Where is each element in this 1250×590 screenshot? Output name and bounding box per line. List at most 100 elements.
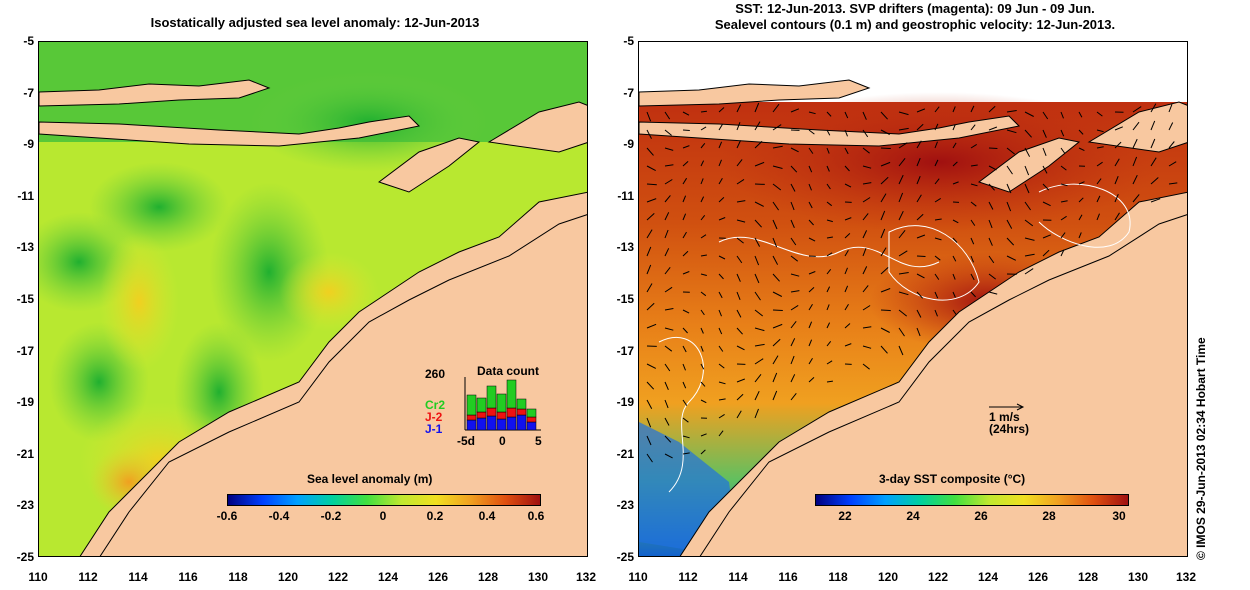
velocity-arrow xyxy=(790,255,799,262)
histogram-bar xyxy=(486,407,497,417)
velocity-arrow xyxy=(916,234,926,239)
velocity-arrow xyxy=(646,129,652,139)
left-y-tick: -25 xyxy=(16,550,34,564)
velocity-arrow xyxy=(916,140,922,149)
velocity-arrow xyxy=(826,201,833,207)
velocity-arrow xyxy=(970,183,978,187)
velocity-arrow xyxy=(772,219,778,230)
velocity-arrow xyxy=(1024,201,1032,211)
velocity-arrow xyxy=(646,417,652,428)
left-y-tick: -23 xyxy=(16,498,34,512)
velocity-arrow xyxy=(1024,165,1030,176)
left-x-tick: 118 xyxy=(228,570,248,584)
velocity-arrow xyxy=(1096,146,1104,149)
velocity-arrow xyxy=(682,435,690,439)
velocity-arrow xyxy=(1024,111,1034,117)
right-x-tick: 112 xyxy=(678,570,698,584)
histogram-bar xyxy=(516,398,527,410)
velocity-arrow xyxy=(646,453,653,463)
velocity-arrow xyxy=(736,122,741,131)
velocity-arrow xyxy=(1042,234,1051,239)
sla-tick-1: -0.6 xyxy=(216,509,238,523)
histogram-bar xyxy=(516,414,527,431)
velocity-arrow xyxy=(682,145,690,149)
velocity-arrow xyxy=(790,355,795,365)
left-x-tick: 116 xyxy=(178,570,198,584)
velocity-arrow xyxy=(934,159,939,167)
left-y-tick: -17 xyxy=(16,344,34,358)
velocity-arrow xyxy=(664,345,673,352)
velocity-arrow xyxy=(988,183,995,191)
velocity-arrow xyxy=(664,164,674,167)
velocity-arrow xyxy=(754,408,759,419)
velocity-arrow xyxy=(880,210,886,221)
velocity-arrow xyxy=(826,286,831,293)
velocity-arrow xyxy=(826,111,832,117)
velocity-arrow xyxy=(808,165,813,173)
velocity-arrow xyxy=(826,219,833,223)
velocity-arrow xyxy=(880,267,889,275)
velocity-arrow xyxy=(844,267,848,275)
velocity-arrow xyxy=(682,161,689,167)
velocity-arrow xyxy=(862,197,871,203)
velocity-arrow xyxy=(736,104,742,113)
velocity-arrow xyxy=(700,363,705,370)
velocity-arrow xyxy=(880,247,887,257)
sla-tick-2: -0.4 xyxy=(268,509,290,523)
sst-field xyxy=(639,42,1187,556)
velocity-arrow xyxy=(682,177,688,185)
velocity-arrow xyxy=(754,237,761,247)
velocity-arrow xyxy=(808,129,815,135)
velocity-arrow xyxy=(1132,174,1138,185)
velocity-arrow xyxy=(970,201,977,207)
sla-tick-3: -0.2 xyxy=(320,509,342,523)
velocity-arrow xyxy=(1060,183,1068,187)
velocity-scale-arrow xyxy=(989,403,1025,411)
velocity-arrow xyxy=(736,273,741,282)
velocity-arrow xyxy=(916,255,926,257)
velocity-arrow xyxy=(1006,183,1012,194)
velocity-arrow xyxy=(808,303,813,311)
data-count-max: 260 xyxy=(425,367,446,381)
velocity-arrow xyxy=(844,165,850,172)
velocity-scale-label: 1 m/s xyxy=(989,410,1020,424)
sst-colorbar xyxy=(815,494,1129,506)
velocity-arrow xyxy=(826,360,833,365)
velocity-arrow xyxy=(646,283,653,293)
velocity-arrow xyxy=(700,178,704,185)
velocity-arrow xyxy=(862,248,867,257)
velocity-arrow xyxy=(664,229,669,239)
velocity-arrow xyxy=(718,413,725,419)
velocity-arrow xyxy=(862,111,867,120)
velocity-arrow xyxy=(934,218,942,221)
histogram-bar xyxy=(516,408,527,416)
velocity-arrow xyxy=(862,182,872,185)
velocity-arrow xyxy=(988,237,993,246)
velocity-arrow xyxy=(772,372,778,383)
velocity-arrow xyxy=(970,105,975,113)
hist-x-label-mid: 0 xyxy=(499,434,506,448)
velocity-arrow xyxy=(1042,249,1050,257)
velocity-arrow xyxy=(862,285,869,293)
velocity-arrow xyxy=(754,291,761,301)
velocity-arrow xyxy=(790,374,796,383)
velocity-arrow xyxy=(664,417,670,426)
sst-tick-26: 26 xyxy=(974,509,988,523)
histogram-bar xyxy=(476,411,487,419)
velocity-arrow xyxy=(1114,194,1119,203)
velocity-arrow xyxy=(718,124,723,131)
velocity-arrow xyxy=(646,183,657,186)
histogram-bar xyxy=(526,408,537,418)
velocity-arrow xyxy=(1006,165,1013,175)
velocity-arrow xyxy=(808,219,814,226)
velocity-arrow xyxy=(970,124,976,131)
velocity-arrow xyxy=(862,147,870,154)
velocity-arrow xyxy=(934,291,939,299)
left-x-tick: 126 xyxy=(427,570,449,584)
velocity-arrow xyxy=(682,452,690,455)
velocity-arrow xyxy=(1042,129,1047,138)
velocity-arrow xyxy=(1096,161,1103,167)
velocity-arrow xyxy=(880,327,890,333)
velocity-arrow xyxy=(736,345,745,351)
velocity-arrow xyxy=(844,249,849,257)
